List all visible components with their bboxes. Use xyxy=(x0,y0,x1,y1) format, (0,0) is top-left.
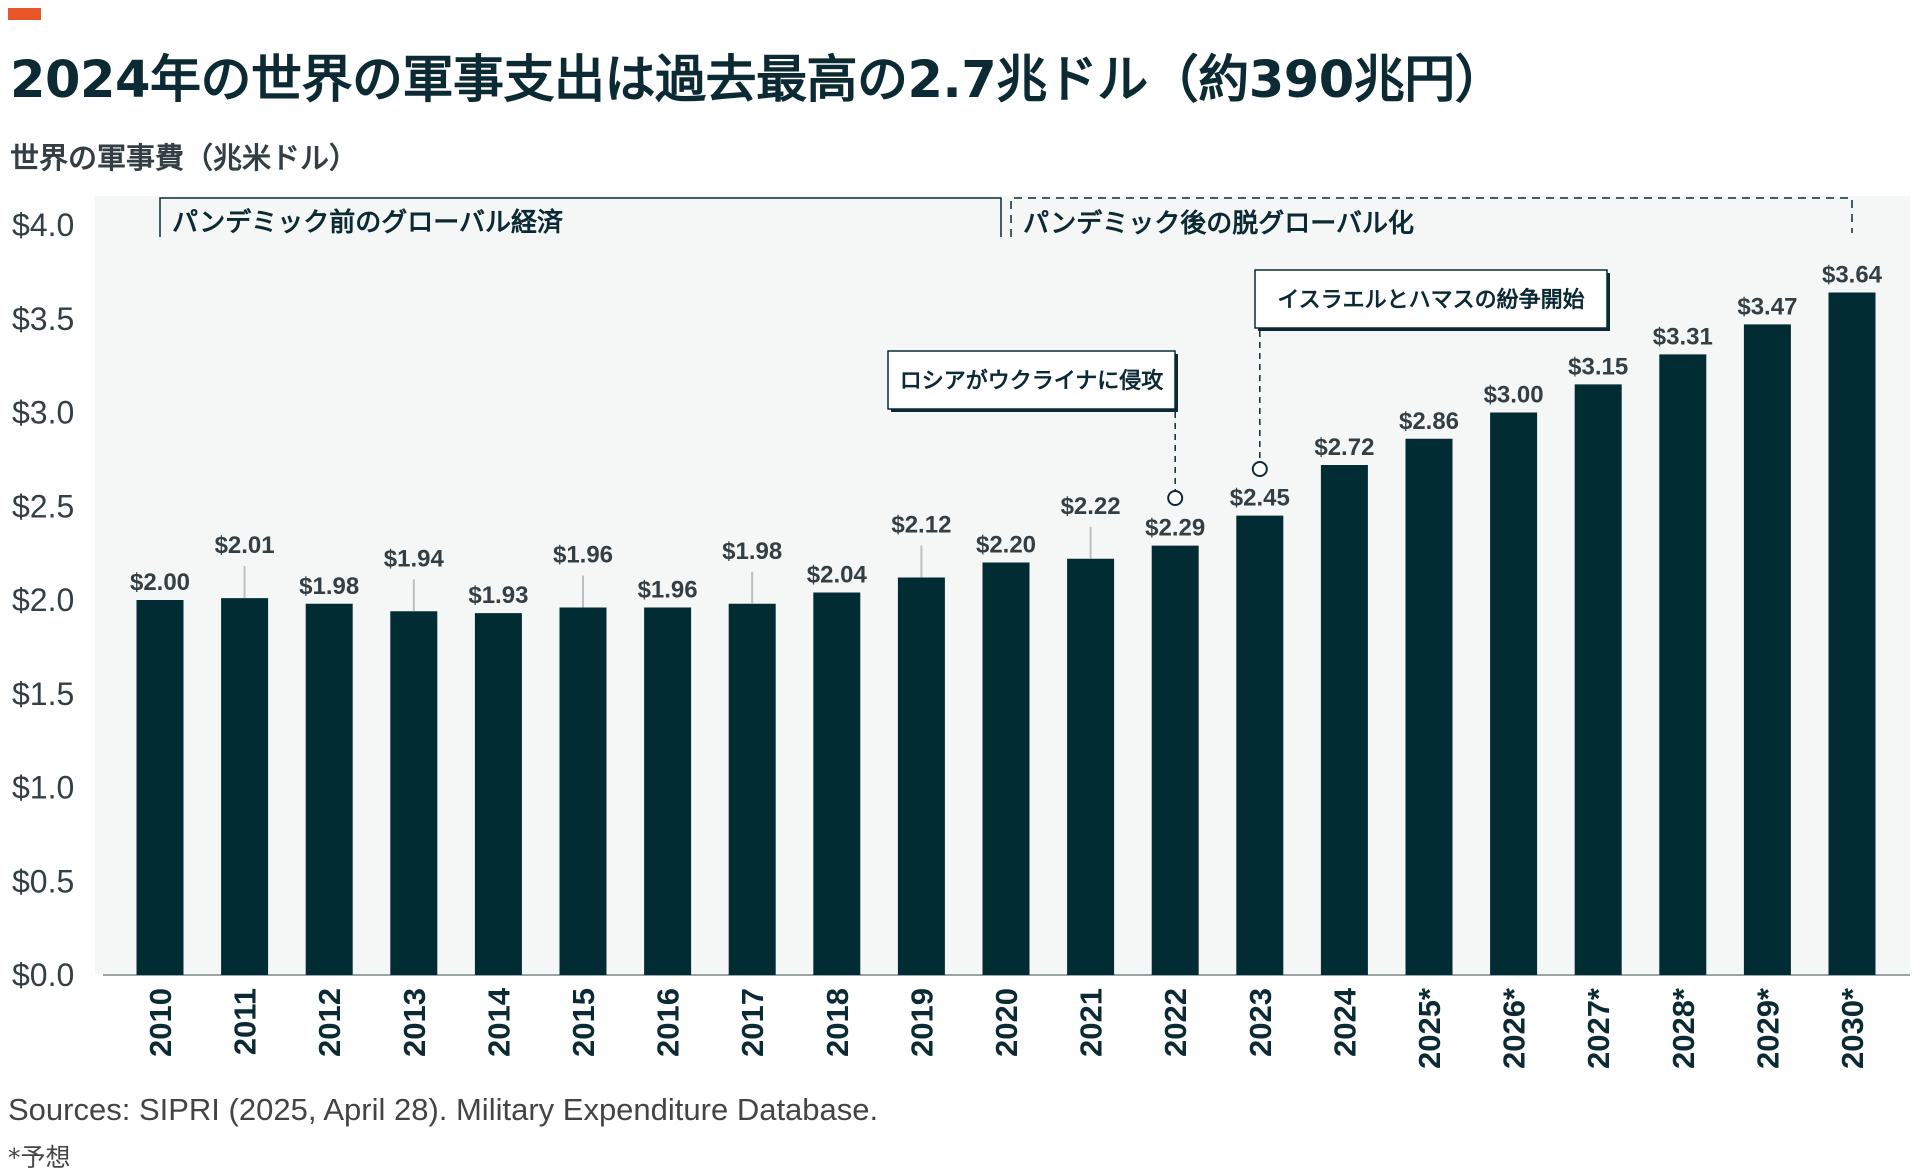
data-label: $1.94 xyxy=(384,545,445,572)
y-tick-label: $0.5 xyxy=(12,863,74,899)
annotation-box xyxy=(1254,269,1608,329)
bar xyxy=(644,607,692,975)
bar xyxy=(390,611,438,975)
bar-chart: $0.0 $0.5 $1.0 $1.5 $2.0 $2.5 $3.0 $3.5 $4.0 パンデ… xyxy=(12,196,1910,1069)
y-tick-label: $2.5 xyxy=(12,488,74,524)
data-label: $3.00 xyxy=(1484,382,1544,409)
bar xyxy=(136,600,184,975)
x-tick-label: 2025* xyxy=(1412,987,1447,1069)
data-label: $2.86 xyxy=(1399,408,1459,435)
data-label: $2.12 xyxy=(891,512,951,539)
annotation-marker xyxy=(1167,490,1184,506)
y-tick-label: $3.5 xyxy=(12,301,74,337)
period-brackets: パンデミック前のグローバル経済 パンデミック後の脱グローバル化 xyxy=(159,197,1853,239)
x-tick-label: 2010 xyxy=(143,988,178,1057)
x-tick-label: 2018 xyxy=(820,988,855,1057)
chart-title: 2024年の世界の軍事支出は過去最高の2.7兆ドル（約390兆円） xyxy=(10,51,1506,110)
period-label-post: パンデミック後の脱グローバル化 xyxy=(1023,208,1414,239)
x-tick-label: 2019 xyxy=(904,988,939,1057)
accent-bar xyxy=(8,8,41,20)
data-label: $2.20 xyxy=(976,532,1036,559)
bar xyxy=(1659,354,1707,975)
x-tick-label: 2028* xyxy=(1666,987,1701,1069)
data-label: $1.96 xyxy=(553,542,613,569)
x-tick-label: 2015 xyxy=(566,988,601,1057)
y-tick-label: $4.0 xyxy=(12,207,74,243)
data-label: $2.01 xyxy=(215,532,275,559)
bar xyxy=(474,613,522,975)
data-label: $1.93 xyxy=(468,582,528,609)
bar xyxy=(1236,515,1284,975)
x-tick-label: 2013 xyxy=(397,988,432,1057)
data-label: $2.45 xyxy=(1230,485,1290,512)
bar xyxy=(221,598,269,975)
bar xyxy=(897,577,945,975)
period-bracket-post xyxy=(1010,197,1853,237)
period-bracket-pre xyxy=(159,197,1002,237)
annotations: ロシアがウクライナに侵攻 イスラエルとハマスの紛争開始 xyxy=(887,269,1610,506)
bar xyxy=(813,592,861,975)
data-label: $1.98 xyxy=(722,538,782,565)
x-tick-label: 2012 xyxy=(312,988,347,1057)
x-tick-label: 2022 xyxy=(1158,988,1193,1057)
x-tick-label: 2024 xyxy=(1327,987,1362,1057)
x-tick-label: 2021 xyxy=(1074,988,1109,1057)
data-label: $1.98 xyxy=(299,573,359,600)
data-label: $2.72 xyxy=(1314,434,1374,461)
y-tick-label: $3.0 xyxy=(12,395,74,431)
data-label: $3.31 xyxy=(1653,323,1713,350)
bar xyxy=(1828,292,1876,975)
data-label: $2.29 xyxy=(1145,515,1205,542)
x-tick-label: 2029* xyxy=(1750,987,1785,1069)
x-axis-ticks: 2010 2011 2012 2013 2014 2015 2016 2017 2018 2019… xyxy=(143,987,1870,1069)
data-label: $3.47 xyxy=(1737,293,1797,320)
annotation-marker xyxy=(1251,461,1268,477)
x-tick-label: 2030* xyxy=(1835,987,1870,1069)
data-label: $3.15 xyxy=(1568,353,1628,380)
x-tick-label: 2026* xyxy=(1497,987,1532,1069)
data-label: $2.00 xyxy=(130,569,190,596)
annotation-box xyxy=(887,350,1176,410)
bar xyxy=(1490,412,1538,975)
bar xyxy=(1320,465,1368,975)
y-axis-ticks: $0.0 $0.5 $1.0 $1.5 $2.0 $2.5 $3.0 $3.5 $4.0 xyxy=(12,207,74,993)
bar xyxy=(1405,438,1453,975)
y-tick-label: $1.0 xyxy=(12,770,74,806)
annotation-text: イスラエルとハマスの紛争開始 xyxy=(1277,287,1584,313)
bar xyxy=(1067,558,1115,975)
y-tick-label: $2.0 xyxy=(12,582,74,618)
x-tick-label: 2011 xyxy=(228,988,263,1055)
data-label: $2.04 xyxy=(807,562,868,589)
bar xyxy=(305,603,353,975)
y-tick-label: $1.5 xyxy=(12,676,74,712)
bar xyxy=(1574,384,1622,975)
period-label-pre: パンデミック前のグローバル経済 xyxy=(172,207,564,238)
data-label: $1.96 xyxy=(638,577,698,604)
x-tick-label: 2020 xyxy=(989,988,1024,1057)
x-tick-label: 2027* xyxy=(1581,987,1616,1069)
bar xyxy=(982,562,1030,975)
x-tick-label: 2014 xyxy=(481,987,516,1057)
y-tick-label: $0.0 xyxy=(12,957,74,993)
x-tick-label: 2016 xyxy=(651,988,686,1057)
bar xyxy=(728,603,776,975)
bars xyxy=(136,292,1876,975)
annotation-text: ロシアがウクライナに侵攻 xyxy=(900,368,1165,394)
data-label: $2.22 xyxy=(1061,493,1121,520)
sources-note: Sources: SIPRI (2025, April 28). Militar… xyxy=(8,1092,879,1127)
bar xyxy=(1743,324,1791,975)
x-tick-label: 2017 xyxy=(735,988,770,1057)
bar xyxy=(1151,545,1199,975)
x-tick-label: 2023 xyxy=(1243,988,1278,1057)
data-labels: $2.00 $2.01 $1.98 $1.94 $1.93 $1.96 $1.96 $1.98… xyxy=(130,262,1883,612)
data-label: $3.64 xyxy=(1822,262,1883,289)
y-axis-label: 世界の軍事費（兆米ドル） xyxy=(10,141,359,175)
bar xyxy=(559,607,607,975)
forecast-footnote: *予想 xyxy=(8,1143,71,1172)
